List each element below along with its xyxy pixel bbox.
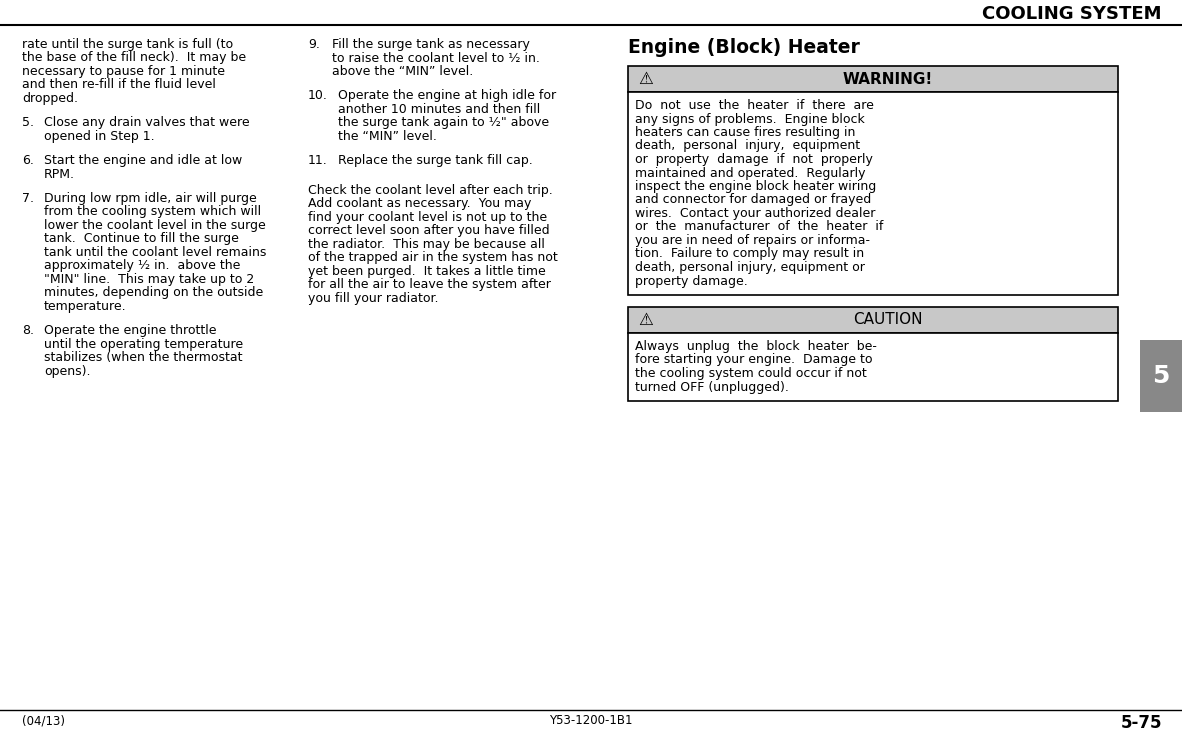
Text: "MIN" line.  This may take up to 2: "MIN" line. This may take up to 2 xyxy=(44,273,254,286)
Bar xyxy=(628,66,1118,92)
Text: the cooling system could occur if not: the cooling system could occur if not xyxy=(635,367,866,380)
Text: 8.: 8. xyxy=(22,324,34,337)
Bar xyxy=(628,333,1118,401)
Text: Close any drain valves that were: Close any drain valves that were xyxy=(44,116,249,130)
Text: the radiator.  This may be because all: the radiator. This may be because all xyxy=(309,238,545,251)
Text: stabilizes (when the thermostat: stabilizes (when the thermostat xyxy=(44,351,242,365)
Text: fore starting your engine.  Damage to: fore starting your engine. Damage to xyxy=(635,354,872,367)
Text: COOLING SYSTEM: COOLING SYSTEM xyxy=(982,5,1162,23)
Text: Engine (Block) Heater: Engine (Block) Heater xyxy=(628,38,859,57)
Text: necessary to pause for 1 minute: necessary to pause for 1 minute xyxy=(22,65,225,78)
Text: inspect the engine block heater wiring: inspect the engine block heater wiring xyxy=(635,180,876,193)
Text: dropped.: dropped. xyxy=(22,92,78,105)
Text: from the cooling system which will: from the cooling system which will xyxy=(44,206,261,218)
Text: Check the coolant level after each trip.: Check the coolant level after each trip. xyxy=(309,184,553,197)
Text: until the operating temperature: until the operating temperature xyxy=(44,337,243,351)
Text: and connector for damaged or frayed: and connector for damaged or frayed xyxy=(635,193,871,206)
Text: 11.: 11. xyxy=(309,154,327,167)
Text: Start the engine and idle at low: Start the engine and idle at low xyxy=(44,154,242,167)
Text: opened in Step 1.: opened in Step 1. xyxy=(44,130,155,143)
Text: Operate the engine throttle: Operate the engine throttle xyxy=(44,324,216,337)
Text: Always  unplug  the  block  heater  be-: Always unplug the block heater be- xyxy=(635,340,877,353)
Text: yet been purged.  It takes a little time: yet been purged. It takes a little time xyxy=(309,265,546,278)
Text: property damage.: property damage. xyxy=(635,274,748,288)
Text: CAUTION: CAUTION xyxy=(853,313,923,327)
Bar xyxy=(628,307,1118,333)
Text: Do  not  use  the  heater  if  there  are: Do not use the heater if there are xyxy=(635,99,873,112)
Text: 5-75: 5-75 xyxy=(1121,714,1162,732)
Text: rate until the surge tank is full (to: rate until the surge tank is full (to xyxy=(22,38,233,51)
Text: maintained and operated.  Regularly: maintained and operated. Regularly xyxy=(635,166,865,179)
Text: the surge tank again to ½" above: the surge tank again to ½" above xyxy=(338,116,550,130)
Text: the base of the fill neck).  It may be: the base of the fill neck). It may be xyxy=(22,51,246,64)
Bar xyxy=(1139,340,1182,412)
Text: you are in need of repairs or informa-: you are in need of repairs or informa- xyxy=(635,234,870,247)
Text: 7.: 7. xyxy=(22,192,34,205)
Text: RPM.: RPM. xyxy=(44,168,74,181)
Text: Operate the engine at high idle for: Operate the engine at high idle for xyxy=(338,89,556,102)
Text: correct level soon after you have filled: correct level soon after you have filled xyxy=(309,224,550,237)
Text: (04/13): (04/13) xyxy=(22,714,65,727)
Text: to raise the coolant level to ½ in.: to raise the coolant level to ½ in. xyxy=(332,51,540,64)
Text: ⚠: ⚠ xyxy=(638,70,654,88)
Text: of the trapped air in the system has not: of the trapped air in the system has not xyxy=(309,251,558,264)
Text: turned OFF (unplugged).: turned OFF (unplugged). xyxy=(635,381,788,394)
Text: tion.  Failure to comply may result in: tion. Failure to comply may result in xyxy=(635,247,864,261)
Text: and then re-fill if the fluid level: and then re-fill if the fluid level xyxy=(22,78,216,92)
Text: tank until the coolant level remains: tank until the coolant level remains xyxy=(44,246,266,259)
Text: minutes, depending on the outside: minutes, depending on the outside xyxy=(44,286,264,299)
Text: or  property  damage  if  not  properly: or property damage if not properly xyxy=(635,153,872,166)
Text: or  the  manufacturer  of  the  heater  if: or the manufacturer of the heater if xyxy=(635,220,883,234)
Text: any signs of problems.  Engine block: any signs of problems. Engine block xyxy=(635,113,865,125)
Text: 5: 5 xyxy=(1152,364,1170,388)
Text: you fill your radiator.: you fill your radiator. xyxy=(309,292,439,305)
Text: tank.  Continue to fill the surge: tank. Continue to fill the surge xyxy=(44,232,239,245)
Text: approximately ½ in.  above the: approximately ½ in. above the xyxy=(44,259,240,272)
Text: Fill the surge tank as necessary: Fill the surge tank as necessary xyxy=(332,38,530,51)
Text: WARNING!: WARNING! xyxy=(843,72,933,86)
Text: temperature.: temperature. xyxy=(44,300,126,313)
Text: another 10 minutes and then fill: another 10 minutes and then fill xyxy=(338,102,540,116)
Text: wires.  Contact your authorized dealer: wires. Contact your authorized dealer xyxy=(635,207,876,220)
Text: 6.: 6. xyxy=(22,154,34,167)
Text: death,  personal  injury,  equipment: death, personal injury, equipment xyxy=(635,140,860,152)
Text: lower the coolant level in the surge: lower the coolant level in the surge xyxy=(44,219,266,232)
Text: death, personal injury, equipment or: death, personal injury, equipment or xyxy=(635,261,865,274)
Text: Y53-1200-1B1: Y53-1200-1B1 xyxy=(550,714,632,727)
Text: heaters can cause fires resulting in: heaters can cause fires resulting in xyxy=(635,126,856,139)
Text: 9.: 9. xyxy=(309,38,320,51)
Text: ⚠: ⚠ xyxy=(638,311,654,329)
Text: Add coolant as necessary.  You may: Add coolant as necessary. You may xyxy=(309,198,532,210)
Text: find your coolant level is not up to the: find your coolant level is not up to the xyxy=(309,211,547,224)
Text: During low rpm idle, air will purge: During low rpm idle, air will purge xyxy=(44,192,256,205)
Bar xyxy=(628,92,1118,295)
Text: above the “MIN” level.: above the “MIN” level. xyxy=(332,65,473,78)
Text: for all the air to leave the system after: for all the air to leave the system afte… xyxy=(309,278,551,291)
Text: the “MIN” level.: the “MIN” level. xyxy=(338,130,437,143)
Text: Replace the surge tank fill cap.: Replace the surge tank fill cap. xyxy=(338,154,533,167)
Text: 10.: 10. xyxy=(309,89,327,102)
Text: 5.: 5. xyxy=(22,116,34,130)
Text: opens).: opens). xyxy=(44,365,91,378)
